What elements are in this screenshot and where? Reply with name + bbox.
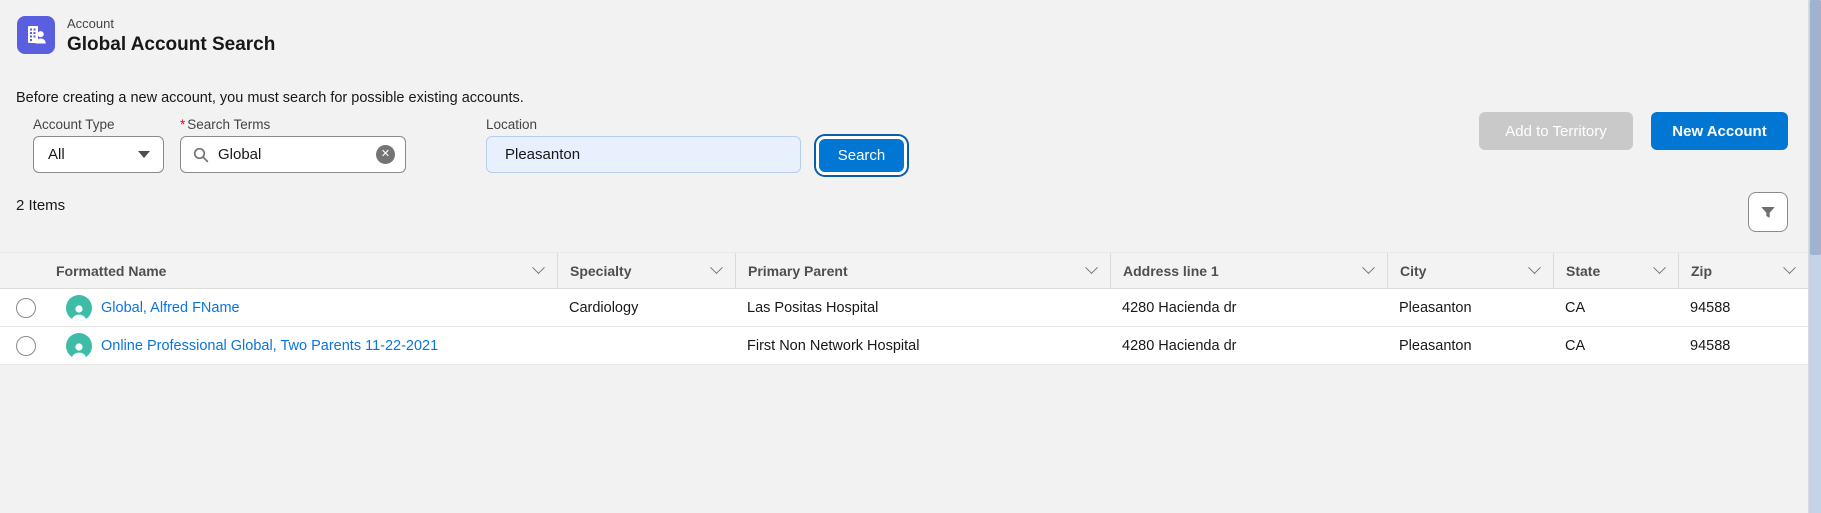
cell-address-line-1: 4280 Hacienda dr bbox=[1122, 299, 1237, 316]
add-to-territory-button[interactable]: Add to Territory bbox=[1479, 112, 1633, 150]
cell-primary-parent: Las Positas Hospital bbox=[747, 299, 879, 316]
account-building-person-icon bbox=[28, 26, 46, 44]
column-header-formatted-name[interactable]: Formatted Name bbox=[44, 253, 557, 288]
row-radio[interactable] bbox=[16, 297, 36, 318]
column-header-city[interactable]: City bbox=[1387, 253, 1553, 288]
new-account-button[interactable]: New Account bbox=[1651, 112, 1788, 150]
cell-specialty: Cardiology bbox=[569, 299, 639, 316]
location-field: Location Pleasanton bbox=[486, 117, 801, 173]
account-object-icon bbox=[17, 16, 55, 54]
table-row: Global, Alfred FName Cardiology Las Posi… bbox=[0, 289, 1808, 327]
column-header-zip[interactable]: Zip bbox=[1678, 253, 1808, 288]
items-count: 2 Items bbox=[16, 197, 66, 214]
filter-button[interactable] bbox=[1748, 192, 1788, 232]
chevron-down-icon[interactable] bbox=[532, 261, 545, 275]
results-table: Formatted Name Specialty Primary Parent … bbox=[0, 252, 1808, 365]
cell-city: Pleasanton bbox=[1399, 337, 1472, 354]
cell-state: CA bbox=[1565, 299, 1586, 316]
location-input[interactable]: Pleasanton bbox=[486, 136, 801, 173]
magnifier-icon bbox=[193, 147, 209, 162]
cell-primary-parent: First Non Network Hospital bbox=[747, 337, 920, 354]
caret-down-icon bbox=[138, 151, 150, 158]
chevron-down-icon[interactable] bbox=[1085, 261, 1098, 275]
person-account-avatar-icon bbox=[66, 332, 92, 359]
funnel-icon bbox=[1761, 207, 1775, 218]
cell-city: Pleasanton bbox=[1399, 299, 1472, 316]
chevron-down-icon[interactable] bbox=[1653, 261, 1666, 275]
object-label: Account bbox=[67, 16, 114, 31]
chevron-down-icon[interactable] bbox=[710, 261, 723, 275]
person-account-avatar-icon bbox=[66, 294, 92, 321]
scrollbar-thumb[interactable] bbox=[1810, 0, 1821, 255]
search-button[interactable]: Search bbox=[819, 139, 904, 172]
account-link[interactable]: Online Professional Global, Two Parents … bbox=[101, 337, 439, 354]
page-title: Global Account Search bbox=[67, 34, 276, 55]
chevron-down-icon[interactable] bbox=[1362, 261, 1375, 275]
required-asterisk: * bbox=[180, 117, 186, 132]
search-terms-input[interactable]: Global ✕ bbox=[180, 136, 406, 173]
cell-address-line-1: 4280 Hacienda dr bbox=[1122, 337, 1237, 354]
cell-zip: 94588 bbox=[1690, 337, 1731, 354]
cell-state: CA bbox=[1565, 337, 1586, 354]
account-type-value: All bbox=[48, 146, 65, 163]
column-header-state[interactable]: State bbox=[1553, 253, 1678, 288]
chevron-down-icon[interactable] bbox=[1528, 261, 1541, 275]
page-header: Account Global Account Search bbox=[17, 16, 275, 57]
search-terms-field: * Search Terms Global ✕ bbox=[180, 117, 406, 173]
row-radio[interactable] bbox=[16, 335, 36, 356]
location-label: Location bbox=[486, 117, 538, 132]
table-header-row: Formatted Name Specialty Primary Parent … bbox=[0, 252, 1808, 289]
instructions-text: Before creating a new account, you must … bbox=[16, 90, 524, 106]
clear-search-icon[interactable]: ✕ bbox=[376, 145, 395, 164]
cell-zip: 94588 bbox=[1690, 299, 1731, 316]
account-type-label: Account Type bbox=[33, 117, 115, 132]
vertical-scrollbar[interactable] bbox=[1808, 0, 1821, 513]
column-header-primary-parent[interactable]: Primary Parent bbox=[735, 253, 1110, 288]
account-type-field: Account Type All bbox=[33, 117, 164, 173]
chevron-down-icon[interactable] bbox=[1783, 261, 1796, 275]
account-type-select[interactable]: All bbox=[33, 136, 164, 173]
column-header-specialty[interactable]: Specialty bbox=[557, 253, 735, 288]
location-value: Pleasanton bbox=[505, 146, 581, 163]
account-link[interactable]: Global, Alfred FName bbox=[101, 299, 240, 316]
search-terms-label: * Search Terms bbox=[180, 117, 271, 132]
column-header-address-line-1[interactable]: Address line 1 bbox=[1110, 253, 1387, 288]
search-terms-value: Global bbox=[218, 146, 262, 163]
table-row: Online Professional Global, Two Parents … bbox=[0, 327, 1808, 365]
